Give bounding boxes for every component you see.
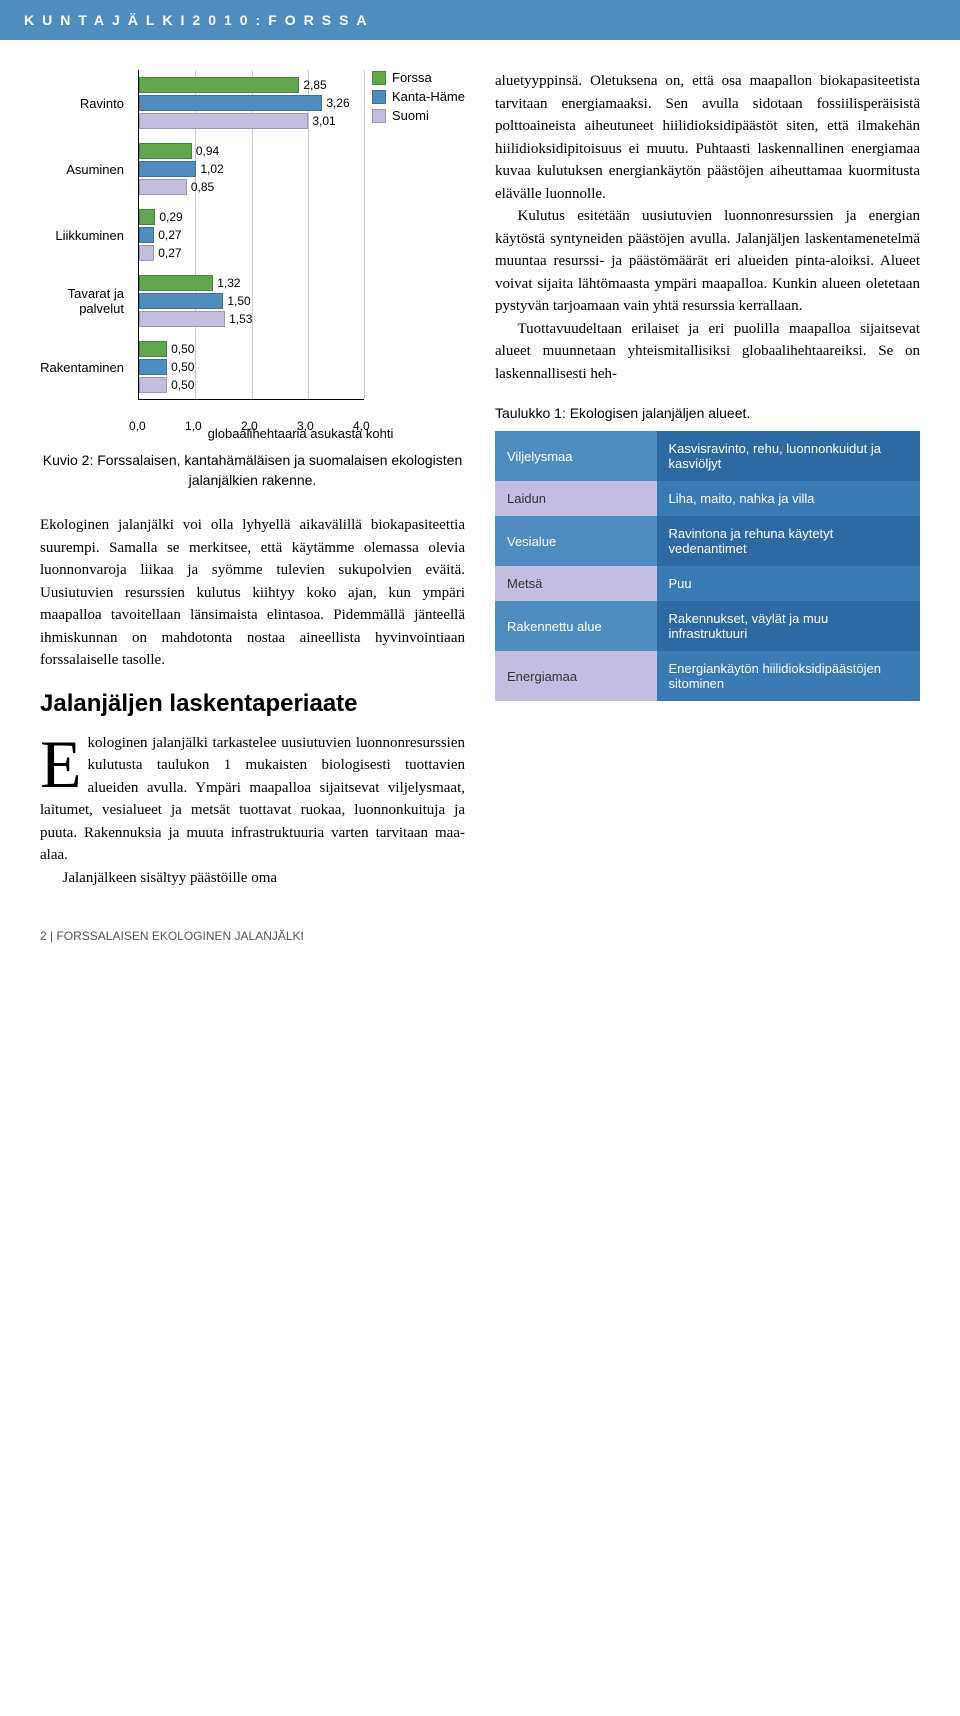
bar: 0,27: [139, 245, 364, 261]
bar-value: 1,50: [227, 294, 250, 308]
bar: 0,27: [139, 227, 364, 243]
paragraph: Tuottavuudeltaan erilaiset ja eri puolil…: [495, 318, 920, 386]
legend-item: Kanta-Häme: [372, 89, 465, 104]
bar-value: 0,27: [158, 246, 181, 260]
section-heading: Jalanjäljen laskentaperiaate: [40, 690, 465, 718]
bar-value: 3,01: [312, 114, 335, 128]
table-cell: Viljelysmaa: [495, 431, 657, 481]
bar-value: 0,50: [171, 378, 194, 392]
table-cell: Rakennukset, väylät ja muu infrastruktuu…: [657, 601, 921, 651]
table-cell: Puu: [657, 566, 921, 601]
bar: 2,85: [139, 77, 364, 93]
bar: 3,01: [139, 113, 364, 129]
table-cell: Metsä: [495, 566, 657, 601]
table-cell: Vesialue: [495, 516, 657, 566]
table-cell: Liha, maito, nahka ja villa: [657, 481, 921, 516]
legend-item: Suomi: [372, 108, 465, 123]
paragraph: Jalanjälkeen sisältyy päästöille oma: [40, 867, 465, 890]
paragraph: Ekologinen jalanjälki voi olla lyhyellä …: [40, 514, 465, 672]
bar: 1,02: [139, 161, 364, 177]
table-caption: Taulukko 1: Ekologisen jalanjäljen aluee…: [495, 405, 920, 421]
table-cell: Kasvisravinto, rehu, luonnonkuidut ja ka…: [657, 431, 921, 481]
bar-value: 1,32: [217, 276, 240, 290]
category-label: Liikkuminen: [40, 202, 130, 268]
bar-value: 0,27: [158, 228, 181, 242]
paragraph: E kologinen jalanjälki tarkastelee uusiu…: [40, 732, 465, 867]
bar-value: 0,85: [191, 180, 214, 194]
bar: 3,26: [139, 95, 364, 111]
table-row: Rakennettu alueRakennukset, väylät ja mu…: [495, 601, 920, 651]
bar: 0,94: [139, 143, 364, 159]
paragraph: aluetyyppinsä. Oletuksena on, että osa m…: [495, 70, 920, 205]
bar-value: 0,29: [159, 210, 182, 224]
legend-label: Suomi: [392, 108, 429, 123]
legend-item: Forssa: [372, 70, 465, 85]
bar-value: 0,50: [171, 360, 194, 374]
table-cell: Rakennettu alue: [495, 601, 657, 651]
category-label: Ravinto: [40, 70, 130, 136]
footer-text: 2 | FORSSALAISEN EKOLOGINEN JALANJÄLKI: [40, 929, 304, 943]
dropcap: E: [40, 732, 88, 794]
category-label: Asuminen: [40, 136, 130, 202]
table-cell: Energiamaa: [495, 651, 657, 701]
right-column: aluetyyppinsä. Oletuksena on, että osa m…: [495, 70, 920, 889]
paragraph: Kulutus esitetään uusiutuvien luonnonres…: [495, 205, 920, 318]
legend-swatch: [372, 71, 386, 85]
bar: 1,32: [139, 275, 364, 291]
legend-label: Kanta-Häme: [392, 89, 465, 104]
legend-label: Forssa: [392, 70, 432, 85]
bar: 1,50: [139, 293, 364, 309]
category-label: Rakentaminen: [40, 334, 130, 400]
bar-value: 2,85: [303, 78, 326, 92]
legend-swatch: [372, 109, 386, 123]
table-cell: Laidun: [495, 481, 657, 516]
left-column: RavintoAsuminenLiikkuminenTavarat japalv…: [40, 70, 465, 889]
chart-caption: Kuvio 2: Forssalaisen, kantahämäläisen j…: [40, 451, 465, 490]
bar-value: 0,94: [196, 144, 219, 158]
table-row: ViljelysmaaKasvisravinto, rehu, luonnonk…: [495, 431, 920, 481]
bar: 0,50: [139, 377, 364, 393]
bar: 0,29: [139, 209, 364, 225]
category-label: Tavarat japalvelut: [40, 268, 130, 334]
table-row: LaidunLiha, maito, nahka ja villa: [495, 481, 920, 516]
bar: 0,50: [139, 341, 364, 357]
areas-table: ViljelysmaaKasvisravinto, rehu, luonnonk…: [495, 431, 920, 701]
bar-value: 1,53: [229, 312, 252, 326]
bar-value: 0,50: [171, 342, 194, 356]
table-row: EnergiamaaEnergiankäytön hiili­dioksidip…: [495, 651, 920, 701]
table-cell: Energiankäytön hiili­dioksidipäästöjen s…: [657, 651, 921, 701]
chart: RavintoAsuminenLiikkuminenTavarat japalv…: [40, 70, 465, 400]
header-title: KUNTAJÄLKI2010:FORSSA: [24, 12, 375, 28]
table-cell: Ravintona ja rehuna käytetyt vedenantime…: [657, 516, 921, 566]
legend-swatch: [372, 90, 386, 104]
header-band: KUNTAJÄLKI2010:FORSSA: [0, 0, 960, 40]
table-row: VesialueRavintona ja rehuna käytetyt ved…: [495, 516, 920, 566]
table-row: MetsäPuu: [495, 566, 920, 601]
bar: 0,50: [139, 359, 364, 375]
chart-legend: Forssa Kanta-Häme Suomi: [372, 70, 465, 400]
bar: 1,53: [139, 311, 364, 327]
bar-value: 3,26: [326, 96, 349, 110]
bar: 0,85: [139, 179, 364, 195]
bar-value: 1,02: [200, 162, 223, 176]
footer: 2 | FORSSALAISEN EKOLOGINEN JALANJÄLKI: [0, 909, 960, 963]
